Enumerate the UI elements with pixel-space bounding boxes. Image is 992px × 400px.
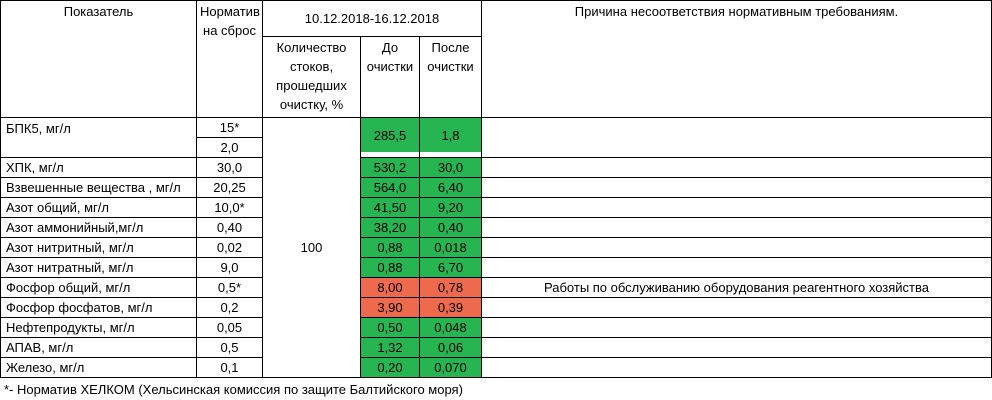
table-row: Азот нитритный, мг/л 0,02 0,88 0,018 <box>0 237 992 258</box>
before-value-cell: 285,5 <box>360 117 420 158</box>
reason-cell <box>481 357 992 378</box>
after-value-cell: 6,40 <box>419 177 482 198</box>
before-value-cell: 0,20 <box>360 357 420 378</box>
table-row: Нефтепродукты, мг/л 0,05 0,50 0,048 <box>0 317 992 338</box>
reason-cell <box>481 237 992 258</box>
after-value-cell: 30,0 <box>419 157 482 178</box>
indicator-cell: Азот аммонийный,мг/л <box>0 217 197 238</box>
reason-cell <box>481 317 992 338</box>
before-value-cell: 0,50 <box>360 317 420 338</box>
indicator-cell: Фосфор фосфатов, мг/л <box>0 297 197 318</box>
reason-cell <box>481 257 992 278</box>
footnote: *- Норматив ХЕЛКОМ (Хельсинская комиссия… <box>4 382 463 397</box>
reason-cell <box>481 197 992 218</box>
norm-cell: 0,5 <box>196 337 263 358</box>
norm-cell: 30,0 <box>196 157 263 178</box>
norm-cell: 2,0 <box>196 137 263 158</box>
indicator-cell: Азот нитритный, мг/л <box>0 237 197 258</box>
after-value-cell: 0,070 <box>419 357 482 378</box>
indicator-cell: Взвешенные вещества , мг/л <box>0 177 197 198</box>
reason-cell <box>481 117 992 158</box>
norm-cell: 9,0 <box>196 257 263 278</box>
before-value-cell: 3,90 <box>360 297 420 318</box>
reason-cell <box>481 177 992 198</box>
table-row: Азот аммонийный,мг/л 0,40 38,20 0,40 <box>0 217 992 238</box>
table-row: БПК5, мг/л 15* 100 285,5 1,8 <box>0 117 992 378</box>
after-value-cell: 0,06 <box>419 337 482 358</box>
indicator-cell: БПК5, мг/л <box>0 117 197 158</box>
reason-cell <box>481 337 992 358</box>
before-value-cell: 8,00 <box>360 277 420 298</box>
indicator-cell: Нефтепродукты, мг/л <box>0 317 197 338</box>
header-indicator: Показатель <box>0 0 197 118</box>
header-reason: Причина несоответствия нормативным требо… <box>481 0 992 118</box>
indicator-cell: Фосфор общий, мг/л <box>0 277 197 298</box>
before-value-cell: 38,20 <box>360 217 420 238</box>
after-value-cell: 9,20 <box>419 197 482 218</box>
before-value-cell: 0,88 <box>360 257 420 278</box>
indicator-cell: Азот нитратный, мг/л <box>0 257 197 278</box>
reason-cell: Работы по обслуживанию оборудования реаг… <box>481 277 992 298</box>
header-period: 10.12.2018-16.12.2018 <box>262 0 482 37</box>
indicator-cell: Азот общий, мг/л <box>0 197 197 218</box>
norm-cell: 0,02 <box>196 237 263 258</box>
table-row: АПАВ, мг/л 0,5 1,32 0,06 <box>0 337 992 358</box>
header-row-2: Количество стоков, прошедших очистку, % … <box>1 36 992 118</box>
reason-cell <box>481 297 992 318</box>
table-row: Взвешенные вещества , мг/л 20,25 564,0 6… <box>0 177 992 198</box>
indicator-cell: АПАВ, мг/л <box>0 337 197 358</box>
norm-cell: 0,1 <box>196 357 263 378</box>
after-value-cell: 0,018 <box>419 237 482 258</box>
before-value-cell: 0,88 <box>360 237 420 258</box>
before-value-cell: 1,32 <box>360 337 420 358</box>
after-value-cell: 0,39 <box>419 297 482 318</box>
table-row: Фосфор общий, мг/л 0,5* 8,00 0,78 Работы… <box>0 277 992 298</box>
reason-cell <box>481 217 992 238</box>
after-value-cell: 0,40 <box>419 217 482 238</box>
norm-cell: 0,05 <box>196 317 263 338</box>
reason-cell <box>481 157 992 178</box>
header-after: После очистки <box>419 36 482 118</box>
norm-cell: 0,5* <box>196 277 263 298</box>
norm-cell: 15* <box>196 117 263 138</box>
after-value-cell: 0,048 <box>419 317 482 338</box>
indicator-cell: Железо, мг/л <box>0 357 197 378</box>
before-value-cell: 564,0 <box>360 177 420 198</box>
after-value-cell: 1,8 <box>419 117 482 158</box>
norm-cell: 0,2 <box>196 297 263 318</box>
table-row: ХПК, мг/л 30,0 530,2 30,0 <box>0 157 992 178</box>
before-value-cell: 41,50 <box>360 197 420 218</box>
header-before: До очистки <box>360 36 420 118</box>
table-row: Азот нитратный, мг/л 9,0 0,88 6,70 <box>0 257 992 278</box>
table-row: Железо, мг/л 0,1 0,20 0,070 <box>0 357 992 378</box>
table-row: Фосфор фосфатов, мг/л 0,2 3,90 0,39 <box>0 297 992 318</box>
after-value-cell: 6,70 <box>419 257 482 278</box>
indicator-cell: ХПК, мг/л <box>0 157 197 178</box>
norm-cell: 0,40 <box>196 217 263 238</box>
before-value-cell: 530,2 <box>360 157 420 178</box>
header-norm: Норматив на сброс <box>196 0 263 118</box>
norm-cell: 20,25 <box>196 177 263 198</box>
after-value-cell: 0,78 <box>419 277 482 298</box>
flow-cell: 100 <box>262 117 361 378</box>
table-row: Азот общий, мг/л 10,0* 41,50 9,20 <box>0 197 992 218</box>
norm-cell: 10,0* <box>196 197 263 218</box>
header-flow: Количество стоков, прошедших очистку, % <box>262 36 361 118</box>
header-row-1: Показатель Норматив на сброс 10.12.2018-… <box>0 0 992 118</box>
water-quality-table: Показатель Норматив на сброс 10.12.2018-… <box>0 0 992 378</box>
